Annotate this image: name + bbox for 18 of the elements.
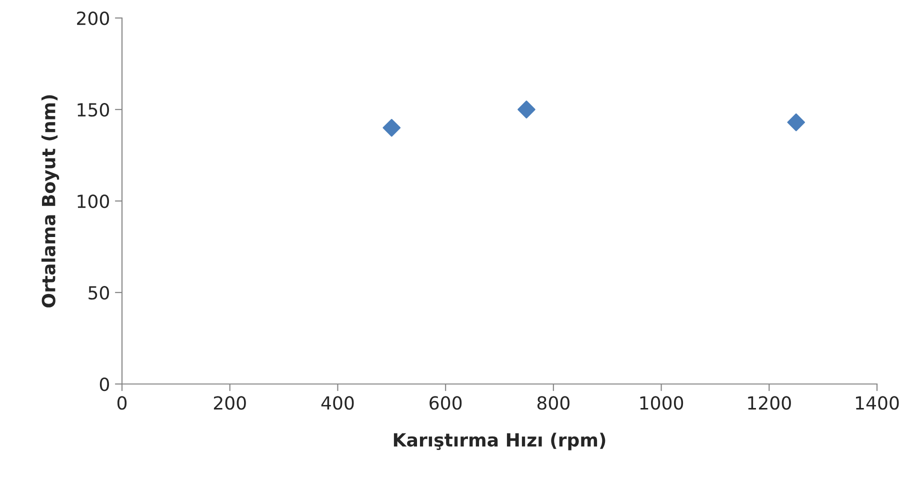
point xyxy=(382,118,401,137)
y-tick-label: 50 xyxy=(88,286,109,300)
point xyxy=(787,113,806,132)
y-tick-label: 0 xyxy=(100,377,109,392)
x-tick-label: 1400 xyxy=(856,396,899,410)
y-tick-label: 100 xyxy=(78,194,109,208)
x-tick-label: 800 xyxy=(537,396,570,410)
x-tick-label: 200 xyxy=(214,396,246,410)
x-tick-label: 400 xyxy=(321,396,354,410)
y-axis-title: Ortalama Boyut (nm) xyxy=(41,95,60,308)
x-tick-label: 1200 xyxy=(748,396,791,410)
x-tick-label: 1000 xyxy=(640,396,684,410)
point xyxy=(518,100,536,118)
y-tick-label: 150 xyxy=(78,102,109,117)
x-tick-label: 0 xyxy=(117,396,127,410)
x-tick-label: 600 xyxy=(430,396,462,410)
x-axis-title: Karıştırma Hızı (rpm) xyxy=(394,432,606,450)
y-tick-label: 200 xyxy=(77,11,109,26)
